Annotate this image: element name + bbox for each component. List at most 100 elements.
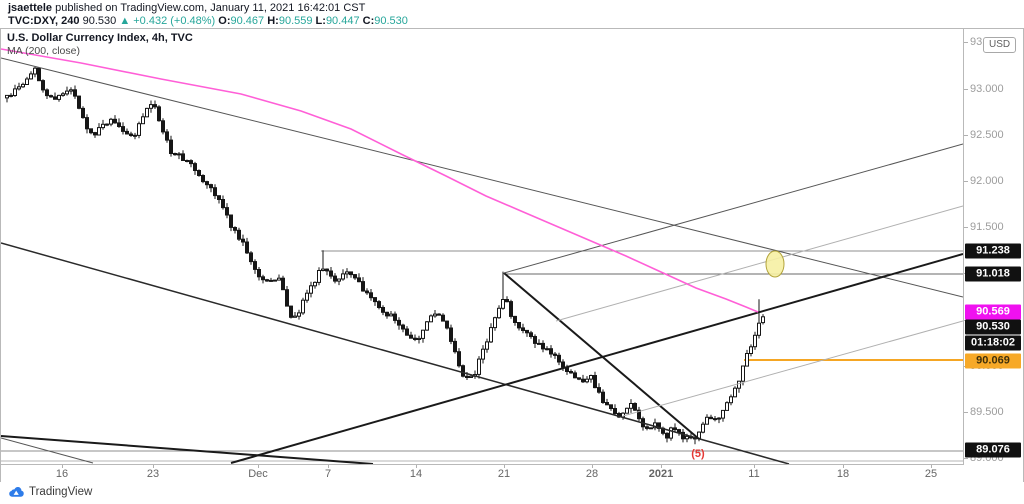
candle-body bbox=[205, 181, 209, 186]
candle-body bbox=[141, 116, 145, 125]
time-tick-mark bbox=[258, 465, 259, 468]
price-tick-mark bbox=[964, 181, 968, 182]
candle-body bbox=[177, 153, 181, 156]
time-tick-mark bbox=[661, 465, 662, 468]
candle-body bbox=[313, 281, 317, 287]
candle-body bbox=[589, 375, 593, 380]
candle-body bbox=[609, 404, 613, 409]
candle-body bbox=[241, 238, 245, 243]
price-tick-mark bbox=[964, 227, 968, 228]
candle-body bbox=[85, 117, 89, 130]
candle-body bbox=[9, 94, 13, 97]
high-label: H: bbox=[267, 15, 279, 27]
candle-body bbox=[553, 353, 557, 356]
time-tick-label: 25 bbox=[924, 468, 938, 480]
candle-body bbox=[261, 276, 265, 281]
ellipse-annotation[interactable] bbox=[765, 250, 785, 278]
candle-body bbox=[509, 301, 513, 317]
candle-body bbox=[89, 128, 93, 134]
time-tick-mark bbox=[931, 465, 932, 468]
candle-body bbox=[613, 408, 617, 414]
candle-body bbox=[405, 328, 409, 336]
candle-body bbox=[325, 268, 329, 272]
trendline-desc-support-major bbox=[1, 242, 790, 464]
candle-body bbox=[705, 416, 709, 425]
price-tick-mark bbox=[964, 135, 968, 136]
candle-body bbox=[721, 409, 725, 419]
candle-body bbox=[425, 321, 429, 331]
candle-body bbox=[597, 387, 601, 393]
time-tick-mark bbox=[328, 465, 329, 468]
candle-body bbox=[277, 277, 281, 281]
price-level-badge: 89.076 bbox=[965, 442, 1021, 458]
candle-body bbox=[633, 403, 637, 411]
tradingview-brand-link[interactable]: TradingView bbox=[8, 486, 92, 498]
candlestick-chart[interactable]: (5) bbox=[1, 29, 963, 464]
candle-body bbox=[529, 332, 533, 337]
candle-body bbox=[229, 214, 233, 228]
time-tick-label: 18 bbox=[836, 468, 850, 480]
close-value: 90.530 bbox=[374, 15, 408, 27]
low-label: L: bbox=[315, 15, 326, 27]
time-axis[interactable]: 16 23 Dec 7 14 21 28 2021 11 18 25 bbox=[1, 465, 963, 482]
wave-5-label[interactable]: (5) bbox=[691, 448, 705, 460]
candle-body bbox=[437, 313, 441, 316]
time-tick-label: 11 bbox=[748, 468, 760, 480]
candle-body bbox=[737, 380, 741, 389]
candle-body bbox=[401, 324, 405, 330]
candle-body bbox=[601, 391, 605, 404]
time-tick-mark bbox=[62, 465, 63, 468]
candle-body bbox=[569, 371, 573, 374]
candle-body bbox=[749, 346, 753, 354]
candle-body bbox=[365, 290, 369, 294]
publish-line: jsaettele published on TradingView.com, … bbox=[8, 2, 365, 14]
candle-body bbox=[585, 378, 589, 383]
candle-body bbox=[657, 422, 661, 429]
candle-body bbox=[297, 312, 301, 317]
top-meta-bar: jsaettele published on TradingView.com, … bbox=[0, 0, 1024, 28]
price-axis[interactable]: USD 93.50093.00092.50092.00091.50091.000… bbox=[964, 29, 1023, 464]
candle-body bbox=[525, 329, 529, 334]
candle-body bbox=[353, 274, 357, 279]
candle-body bbox=[81, 107, 85, 119]
high-value: 90.559 bbox=[278, 15, 313, 27]
candle-body bbox=[169, 139, 173, 154]
candle-body bbox=[317, 270, 321, 283]
candle-body bbox=[157, 106, 161, 122]
candle-body bbox=[713, 418, 717, 421]
price-level-badge: 90.069 bbox=[965, 353, 1021, 369]
candle-body bbox=[349, 271, 353, 276]
candle-body bbox=[741, 365, 745, 382]
trendline-desc-bottom-thick bbox=[1, 435, 374, 464]
time-tick-mark bbox=[843, 465, 844, 468]
time-tick-mark bbox=[153, 465, 154, 468]
time-tick-mark bbox=[754, 465, 755, 468]
candle-body bbox=[717, 417, 721, 420]
candle-body bbox=[381, 307, 385, 313]
candle-body bbox=[441, 314, 445, 322]
candle-body bbox=[73, 89, 77, 97]
candle-body bbox=[701, 423, 705, 433]
price-tick-mark bbox=[964, 89, 968, 90]
candle-body bbox=[149, 104, 153, 109]
candle-body bbox=[469, 375, 473, 378]
price-tick-label: 91.500 bbox=[970, 221, 1004, 233]
candle-body bbox=[493, 317, 497, 329]
candle-body bbox=[165, 131, 169, 141]
candle-body bbox=[645, 426, 649, 429]
candle-body bbox=[173, 153, 177, 156]
candle-body bbox=[337, 278, 341, 282]
candle-body bbox=[105, 123, 109, 126]
candle-body bbox=[409, 334, 413, 339]
candle-body bbox=[309, 285, 313, 294]
symbol-interval: TVC:DXY, 240 bbox=[8, 15, 80, 27]
trendline-desc-bottom-thin bbox=[1, 437, 94, 464]
candle-body bbox=[625, 407, 629, 414]
ma200-line bbox=[1, 48, 759, 313]
candle-body bbox=[285, 289, 289, 307]
candle-body bbox=[193, 163, 197, 172]
candle-body bbox=[397, 319, 401, 326]
candle-body bbox=[133, 134, 137, 137]
time-tick-label: 23 bbox=[146, 468, 160, 480]
chart-plot-area[interactable]: U.S. Dollar Currency Index, 4h, TVC MA (… bbox=[1, 29, 964, 465]
